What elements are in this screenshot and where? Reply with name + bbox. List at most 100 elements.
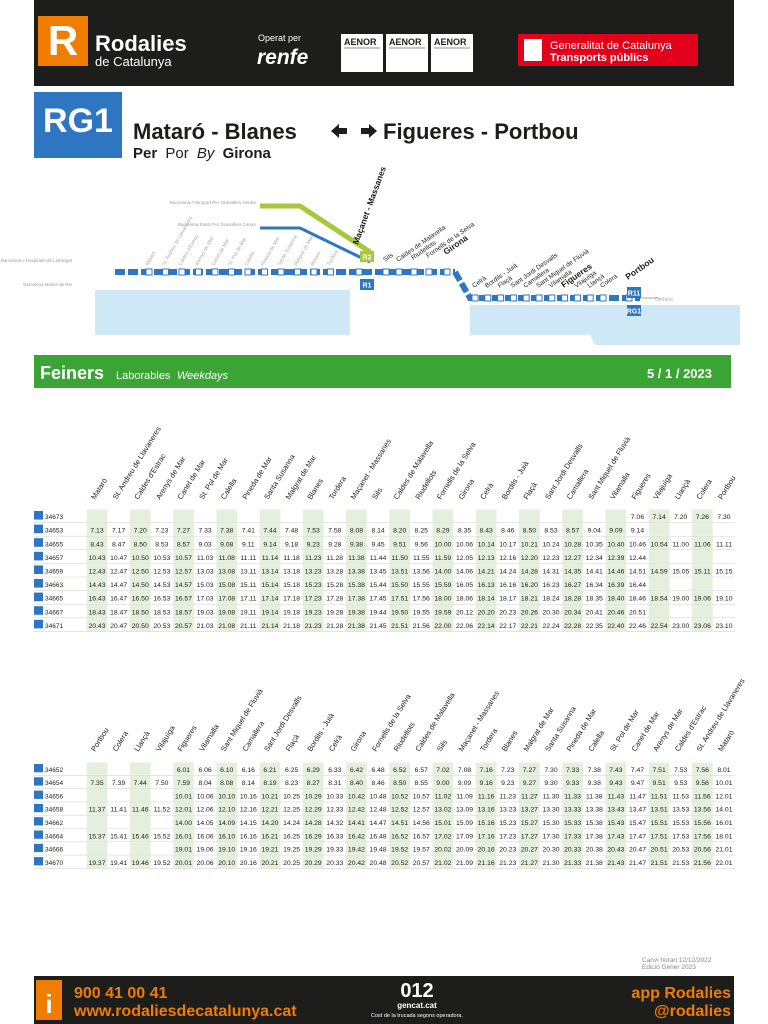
time: 22.14 <box>478 623 495 630</box>
station-stop <box>310 268 318 276</box>
time-cell <box>454 815 475 828</box>
time-cell <box>346 536 367 550</box>
time-cell <box>562 509 583 523</box>
time-cell <box>692 577 713 591</box>
time: 22.17 <box>499 623 516 630</box>
station-stop <box>145 268 153 276</box>
time: 7.35 <box>90 780 103 787</box>
time: 11.51 <box>651 793 668 800</box>
time: 8.08 <box>350 528 363 535</box>
operated-by: Operat per <box>258 33 301 43</box>
station-header: Portbou <box>716 474 738 501</box>
time-cell <box>194 855 216 868</box>
time-cell <box>389 802 410 815</box>
time: 14.56 <box>413 820 430 827</box>
time: 9.38 <box>588 780 601 787</box>
time: 7.20 <box>134 528 147 535</box>
station-stop <box>261 268 268 276</box>
time: 20.43 <box>88 623 105 630</box>
train-icon <box>34 619 43 629</box>
time-cell <box>281 577 302 591</box>
time-cell <box>670 829 692 842</box>
time-cell <box>410 842 432 855</box>
time-cell <box>389 855 410 868</box>
time: 17.03 <box>197 596 214 603</box>
train-number: 34663 <box>45 582 63 589</box>
time: 11.06 <box>694 541 711 548</box>
time-cell <box>497 563 519 577</box>
time: 21.43 <box>607 860 624 867</box>
time: 14.59 <box>651 569 668 576</box>
time-cell <box>605 618 627 631</box>
train-icon <box>34 551 43 561</box>
time-cell <box>497 577 519 591</box>
time: 10.10 <box>218 793 235 800</box>
time: 11.55 <box>413 555 430 562</box>
time: 18.00 <box>434 596 451 603</box>
certifications: AENOR AENOR AENOR <box>341 34 473 72</box>
time: 22.54 <box>651 623 668 630</box>
time: 19.55 <box>413 609 430 616</box>
time-cell <box>238 855 259 868</box>
time-cell <box>259 591 281 604</box>
time-cell <box>497 762 519 775</box>
time: 19.06 <box>694 596 711 603</box>
time: 14.09 <box>218 820 235 827</box>
station-header: Flaçà <box>521 480 539 501</box>
time-cell <box>173 563 194 577</box>
time: 10.01 <box>715 780 732 787</box>
train-number: 34670 <box>45 860 63 867</box>
station-header: Colera <box>694 477 714 501</box>
time-cell <box>562 762 583 775</box>
time-cell <box>216 829 238 842</box>
time-cell <box>540 855 562 868</box>
time: 17.27 <box>521 833 538 840</box>
time-cell <box>302 842 324 855</box>
time-cell <box>389 509 410 523</box>
time-cell <box>129 815 151 828</box>
time-cell <box>346 789 367 802</box>
time: 20.41 <box>586 609 603 616</box>
time-cell <box>346 829 367 842</box>
time: 17.28 <box>326 596 343 603</box>
station-stop <box>228 268 235 276</box>
time-cell <box>259 762 281 775</box>
time-cell <box>410 829 432 842</box>
station-header: Caldes de Malavella <box>413 690 457 753</box>
time: 20.27 <box>521 847 538 854</box>
time: 12.25 <box>283 807 300 814</box>
time-cell <box>173 523 194 536</box>
time-cell <box>605 829 627 842</box>
train-number: 34659 <box>45 569 63 576</box>
time: 17.43 <box>607 833 624 840</box>
time-cell <box>583 762 605 775</box>
time-cell <box>713 762 735 775</box>
info-number: 012 <box>400 980 433 1002</box>
time-cell <box>302 604 324 618</box>
time: 11.46 <box>132 807 149 814</box>
time-cell <box>432 762 454 775</box>
time: 12.47 <box>110 569 127 576</box>
line-badge-small <box>627 305 641 316</box>
time: 21.09 <box>456 860 473 867</box>
time-cell <box>670 563 692 577</box>
time-cell <box>86 604 108 618</box>
time: 10.14 <box>478 541 495 548</box>
time: 13.16 <box>478 807 495 814</box>
time-cell <box>562 563 583 577</box>
time: 6.06 <box>198 767 211 774</box>
time: 14.41 <box>348 820 365 827</box>
train-icon <box>34 790 43 799</box>
time-cell <box>497 591 519 604</box>
time-cell <box>713 815 735 828</box>
time-cell <box>627 604 648 618</box>
time-cell <box>86 550 108 563</box>
time-cell <box>432 829 454 842</box>
time-cell <box>540 536 562 550</box>
time: 19.18 <box>283 609 300 616</box>
app: app Rodalies <box>631 985 731 1002</box>
time: 23.00 <box>672 623 689 630</box>
time-cell <box>540 591 562 604</box>
time: 14.01 <box>715 807 732 814</box>
